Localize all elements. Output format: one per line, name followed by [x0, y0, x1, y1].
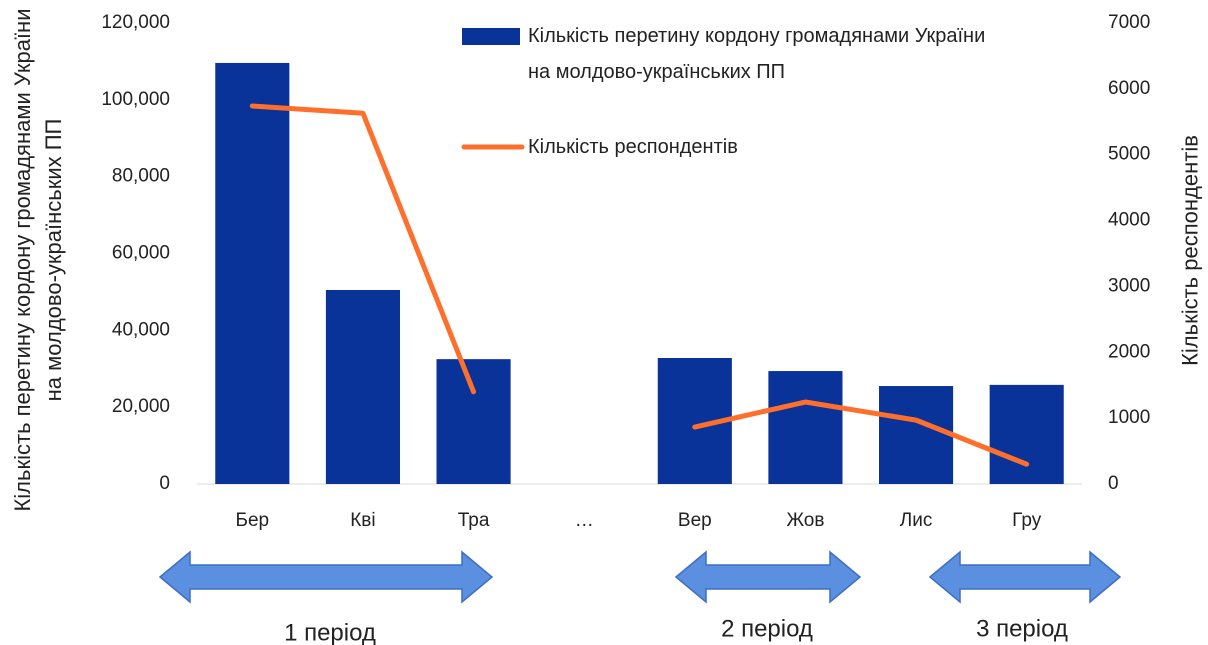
y2-tick-label: 5000: [1108, 144, 1150, 165]
bar: [325, 289, 400, 484]
bar: [436, 359, 511, 484]
x-tick-label: Тра: [458, 510, 490, 531]
annotation: 2 період: [721, 615, 813, 642]
y2-tick-label: 7000: [1108, 12, 1150, 33]
arrow: [674, 550, 862, 604]
y2-tick-label: 0: [1108, 473, 1119, 494]
arrow: [158, 550, 494, 604]
bar: [215, 62, 290, 484]
x-tick-label: …: [575, 510, 594, 531]
y2-axis-label: Кількість респондентів: [1177, 135, 1203, 366]
y-tick-label: 20,000: [112, 396, 170, 417]
x-tick-label: Гру: [1012, 510, 1042, 531]
line: [249, 103, 1030, 467]
bar: [989, 384, 1064, 484]
bar: [879, 386, 954, 484]
y2-tick-label: 3000: [1108, 275, 1150, 296]
x-tick-label: Лис: [900, 510, 933, 531]
y2-tick-label: 6000: [1108, 78, 1150, 99]
x-tick-label: Кві: [350, 510, 375, 531]
x-tick-label: Вер: [678, 510, 712, 531]
annotation: 3 період: [976, 615, 1068, 642]
y-axis-label: Кількість перетину кордону громадянами У…: [10, 8, 66, 512]
y-tick-label: 40,000: [112, 319, 170, 340]
y2-tick-label: 2000: [1108, 341, 1150, 362]
x-tick-label: Бер: [236, 510, 270, 531]
y2-tick-label: 1000: [1108, 407, 1150, 428]
x-tick-label: Жов: [786, 510, 824, 531]
y-tick-label: 0: [159, 473, 170, 494]
arrow: [928, 550, 1122, 604]
legend-label: Кількість перетину кордону громадянами У…: [528, 25, 986, 83]
period-arrows: [158, 550, 1122, 604]
bar: [768, 371, 843, 484]
y-tick-label: 100,000: [101, 89, 170, 110]
y-tick-label: 120,000: [101, 12, 170, 33]
y-tick-label: 80,000: [112, 166, 170, 187]
y-tick-label: 60,000: [112, 243, 170, 264]
annotation: 1 період: [284, 619, 376, 645]
legend-label: Кількість респондентів: [528, 136, 738, 158]
legend-swatch: [462, 28, 520, 45]
y2-tick-label: 4000: [1108, 210, 1150, 231]
